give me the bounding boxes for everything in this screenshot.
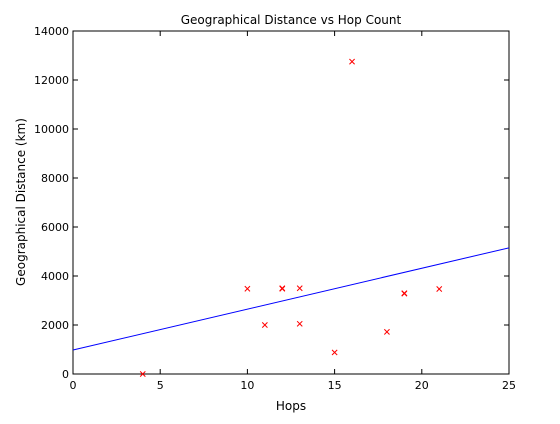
x-axis-label: Hops <box>276 399 306 413</box>
data-point <box>244 285 251 292</box>
y-tick-label: 0 <box>62 368 69 381</box>
x-tick-label: 5 <box>157 379 164 392</box>
point-stroke <box>401 290 408 297</box>
data-points <box>139 58 443 377</box>
point-stroke <box>296 285 303 292</box>
data-point <box>296 285 303 292</box>
data-point <box>401 290 408 297</box>
chart-title: Geographical Distance vs Hop Count <box>181 13 402 27</box>
data-point <box>296 320 303 327</box>
data-point <box>139 371 146 377</box>
data-point <box>261 322 268 328</box>
point-stroke <box>279 285 286 292</box>
point-stroke <box>436 286 443 292</box>
plot-frame <box>72 30 510 375</box>
y-axis-label: Geographical Distance (km) <box>14 118 28 286</box>
point-stroke <box>244 285 251 292</box>
x-tick-label: 15 <box>328 379 342 392</box>
trend-line <box>72 247 510 351</box>
y-tick-label: 6000 <box>41 221 69 234</box>
data-point <box>436 286 443 292</box>
data-point <box>383 328 390 335</box>
point-stroke <box>349 58 355 65</box>
x-tick-label: 20 <box>415 379 429 392</box>
x-tick-label: 25 <box>502 379 516 392</box>
data-point <box>331 349 338 356</box>
data-point <box>349 58 355 65</box>
trendline-layer <box>72 247 510 351</box>
axis-ticks: 0 5 10 15 20 25 0 2000 4000 6000 8000 10000 12000 140… <box>34 25 516 392</box>
x-tick-label: 10 <box>240 379 254 392</box>
y-tick-label: 2000 <box>41 319 69 332</box>
point-stroke <box>383 328 390 335</box>
point-stroke <box>261 322 268 328</box>
point-stroke <box>139 371 146 377</box>
y-tick-label: 14000 <box>34 25 69 38</box>
y-tick-label: 8000 <box>41 172 69 185</box>
y-tick-label: 12000 <box>34 74 69 87</box>
point-stroke <box>296 320 303 327</box>
point-stroke <box>331 349 338 356</box>
x-tick-label: 0 <box>70 379 77 392</box>
y-tick-label: 10000 <box>34 123 69 136</box>
y-tick-label: 4000 <box>41 270 69 283</box>
data-point <box>279 285 286 292</box>
